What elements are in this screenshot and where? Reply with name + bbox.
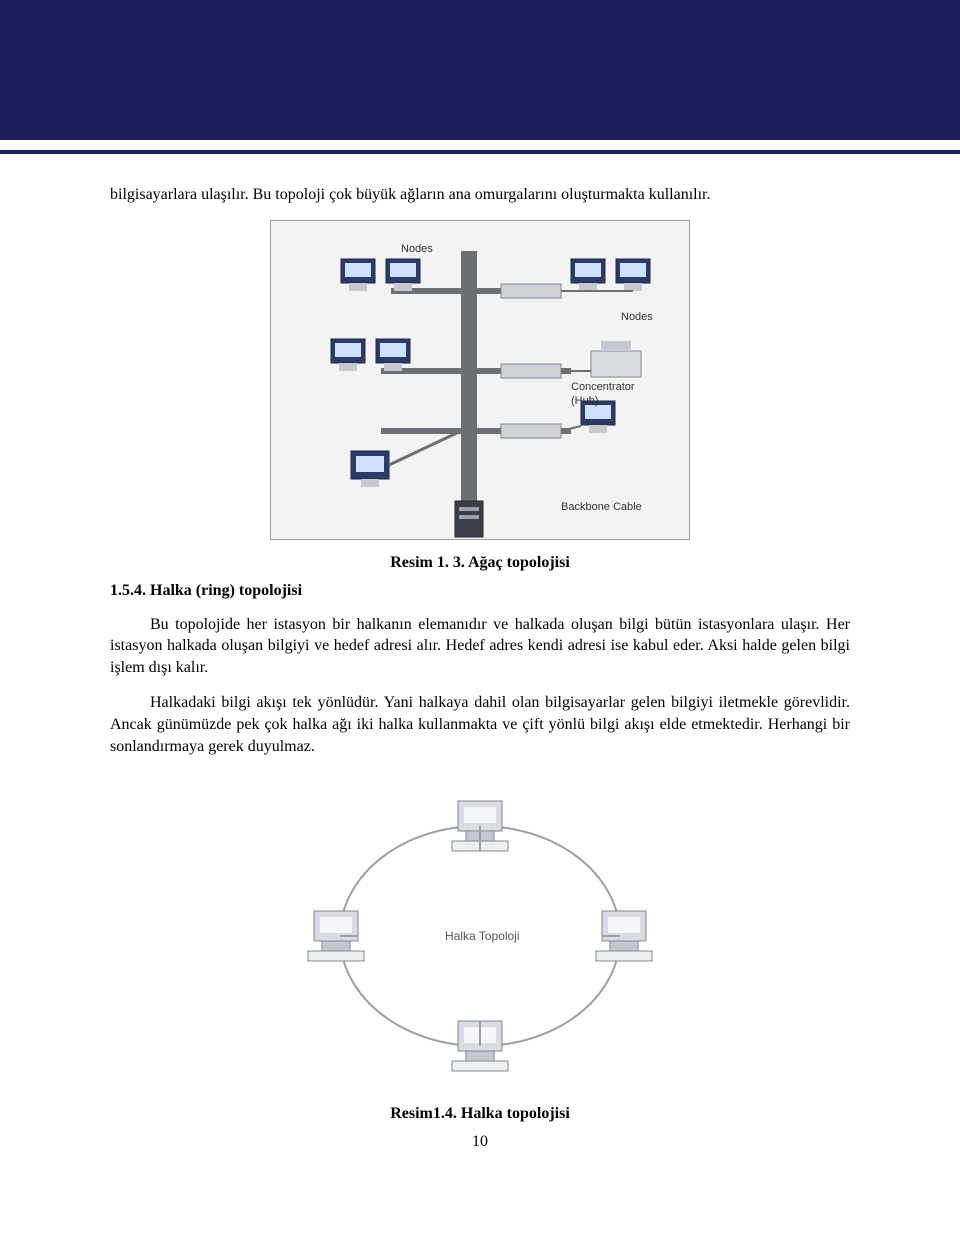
page: bilgisayarlara ulaşılır. Bu topoloji çok… — [0, 0, 960, 1259]
figure-ring-wrap: Halka Topoloji — [110, 771, 850, 1091]
header-band — [0, 0, 960, 140]
label-hub: (Hub) — [571, 395, 599, 407]
caption-figure-1: Resim 1. 3. Ağaç topolojisi — [110, 554, 850, 572]
paragraph-2: Bu topolojide her istasyon bir halkanın … — [110, 614, 850, 679]
label-ring-center: Halka Topoloji — [445, 929, 520, 943]
paragraph-intro: bilgisayarlara ulaşılır. Bu topoloji çok… — [110, 184, 850, 206]
figure-ring: Halka Topoloji — [270, 771, 690, 1091]
content-area: bilgisayarlara ulaşılır. Bu topoloji çok… — [0, 154, 960, 1171]
label-backbone: Backbone Cable — [561, 501, 642, 513]
figure-tree: Nodes Nodes Concentrator (Hub) Backbone … — [270, 220, 690, 540]
label-nodes-top: Nodes — [401, 243, 433, 255]
caption-figure-2: Resim1.4. Halka topolojisi — [110, 1105, 850, 1123]
label-concentrator: Concentrator — [571, 381, 635, 393]
figure-tree-wrap: Nodes Nodes Concentrator (Hub) Backbone … — [110, 220, 850, 540]
page-number: 10 — [110, 1133, 850, 1151]
paragraph-3: Halkadaki bilgi akışı tek yönlüdür. Yani… — [110, 692, 850, 757]
section-heading: 1.5.4. Halka (ring) topolojisi — [110, 582, 850, 600]
label-nodes-right: Nodes — [621, 311, 653, 323]
